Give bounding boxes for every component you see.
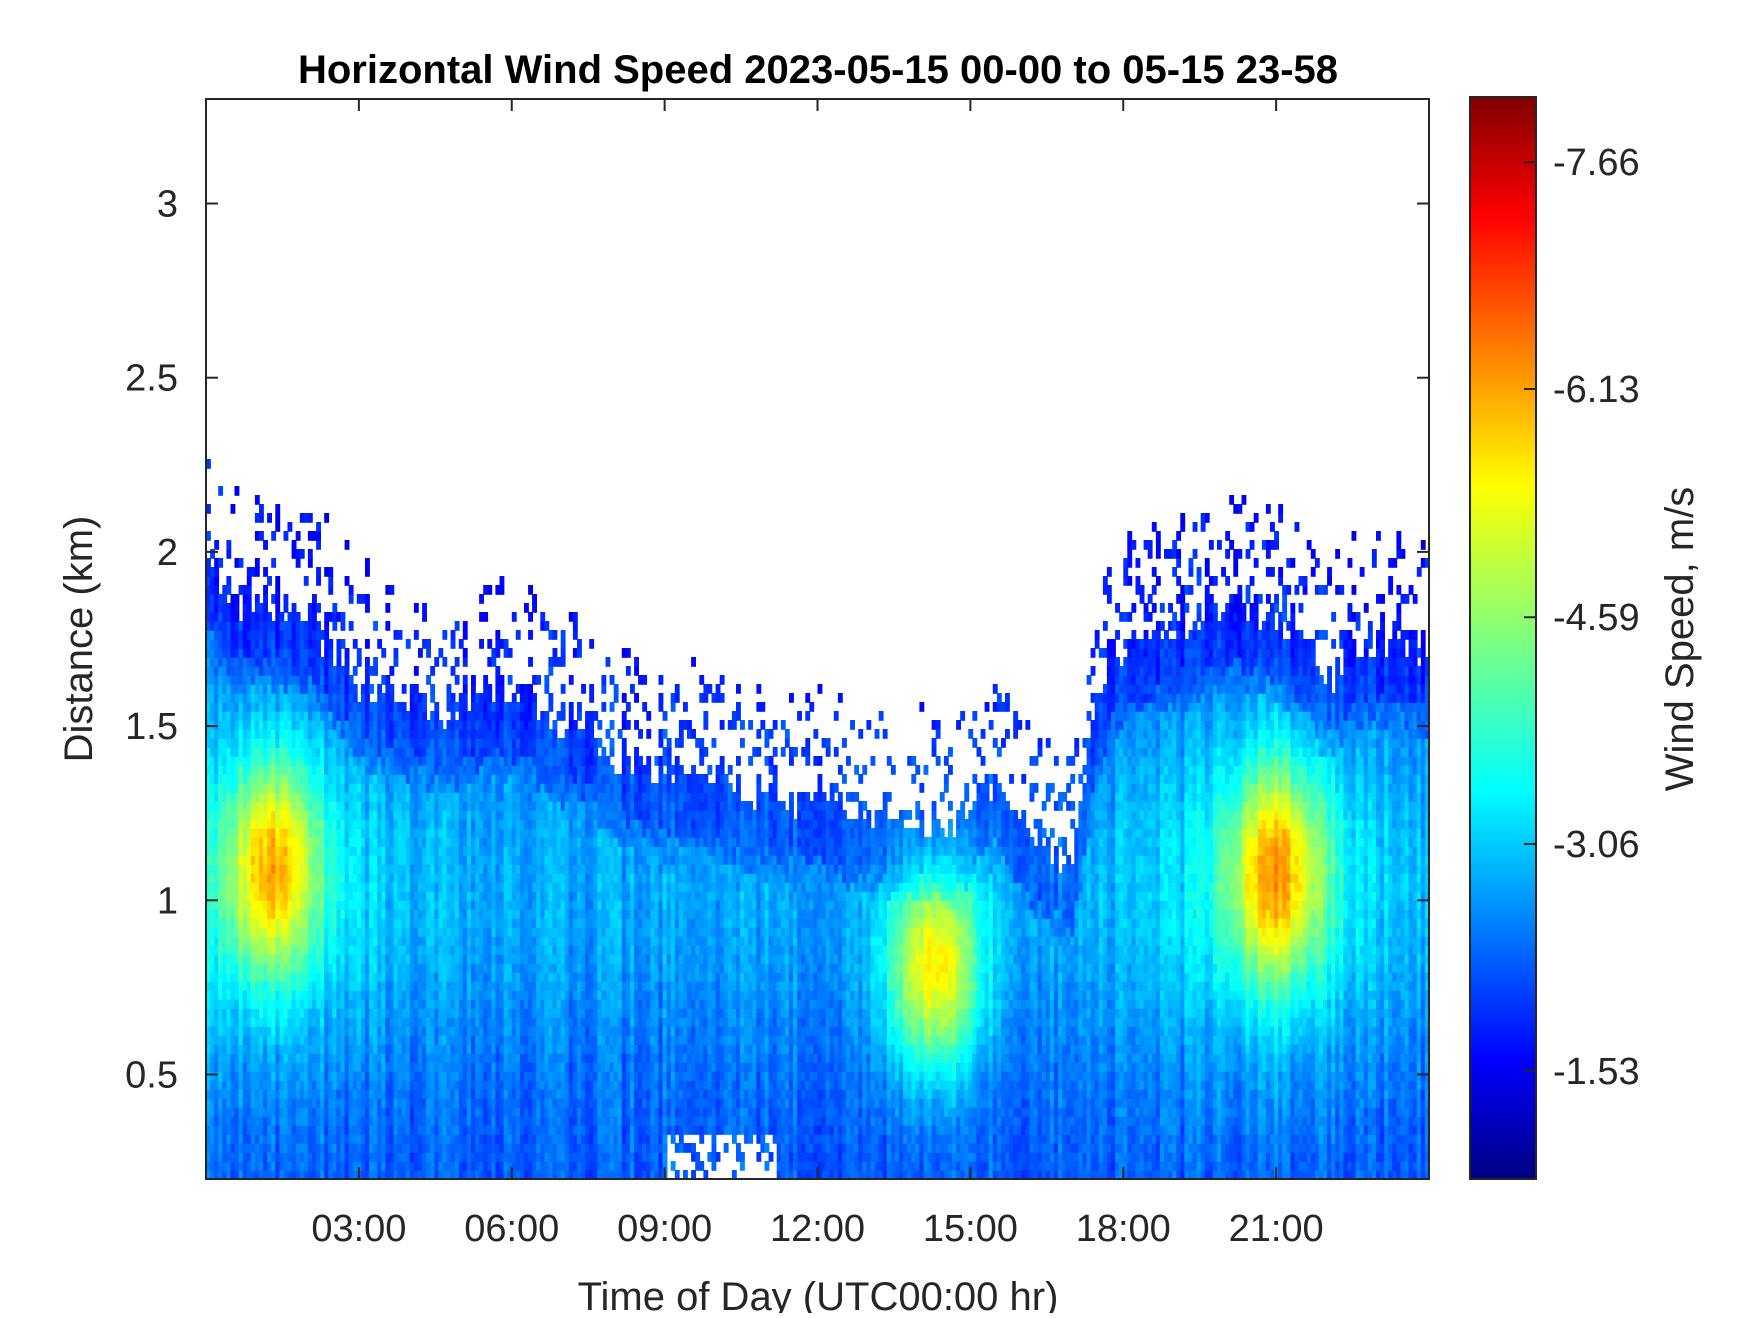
x-tick-label: 15:00 [923,1208,1018,1250]
colorbar-label: Wind Speed, m/s [1658,487,1702,792]
x-tick-label: 12:00 [770,1208,865,1250]
y-tick-label: 2 [157,532,178,574]
colorbar-tick-label: -6.13 [1553,369,1640,411]
x-tick-label: 09:00 [617,1208,712,1250]
colorbar-tick-label: -3.06 [1553,824,1640,866]
y-tick-label: 2.5 [125,358,178,400]
x-tick-label: 21:00 [1229,1208,1324,1250]
colorbar-tick-label: -7.66 [1553,142,1640,184]
chart-title: Horizontal Wind Speed 2023-05-15 00-00 t… [298,48,1338,92]
colorbar-tick-label: -1.53 [1553,1051,1640,1093]
y-tick-label: 3 [157,184,178,226]
y-tick-label: 1.5 [125,706,178,748]
x-tick-label: 06:00 [464,1208,559,1250]
x-tick-label: 18:00 [1076,1208,1171,1250]
colorbar [1470,97,1536,1179]
colorbar-ticks: -7.66 -6.13 -4.59 -3.06 -1.53 [1524,142,1640,1093]
y-axis-label: Distance (km) [57,516,101,763]
x-axis-label: Time of Day (UTC00:00 hr) [578,1275,1059,1313]
y-tick-label: 1 [157,880,178,922]
y-tick-label: 0.5 [125,1054,178,1096]
x-tick-label: 03:00 [311,1208,406,1250]
colorbar-tick-label: -4.59 [1553,597,1640,639]
heatmap [206,459,1430,1180]
